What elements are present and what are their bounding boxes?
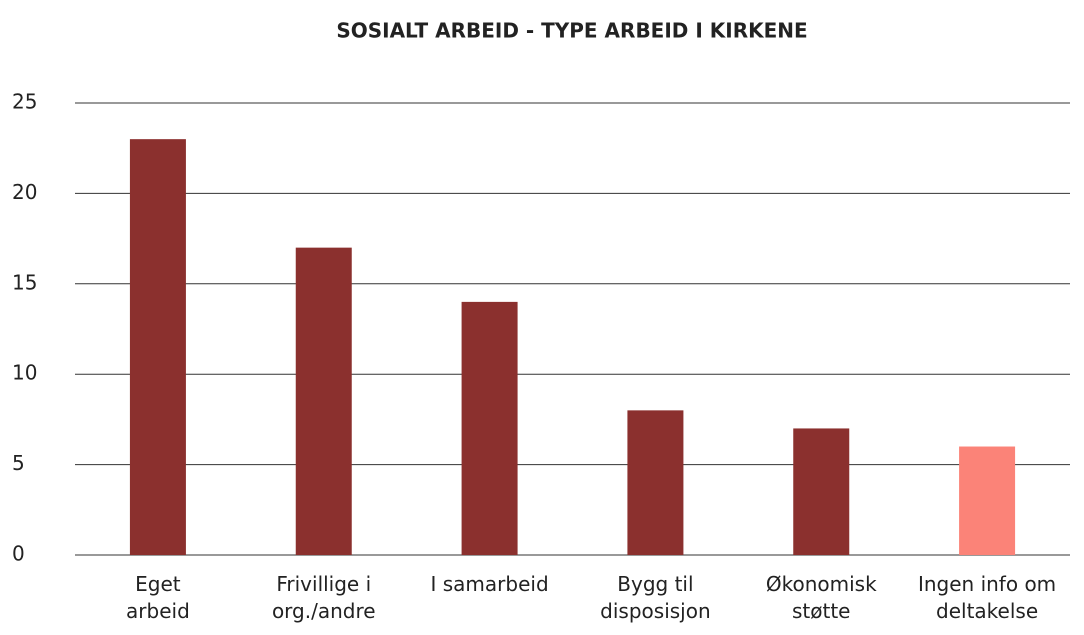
bar [793,428,850,555]
x-tick-label-line: org./andre [272,599,376,623]
x-tick-label-line: Eget [135,572,181,596]
y-tick-label: 15 [12,270,37,294]
x-tick-label: Bygg til disposisjon [600,572,710,623]
x-tick-label: Frivillige i org./andre [272,572,376,623]
bar [129,139,186,555]
x-tick-label-line: deltakelse [936,599,1038,623]
x-tick-label-line: støtte [792,599,851,623]
x-tick-label-line: Bygg til [617,572,693,596]
y-tick-label: 20 [12,180,37,204]
x-tick-label-line: I samarbeid [431,572,549,596]
y-tick-label: 5 [12,451,25,475]
bar [627,410,684,555]
x-tick-label-line: arbeid [126,599,190,623]
bar [295,247,352,555]
x-tick-label: I samarbeid [431,572,549,596]
chart-title: SOSIALT ARBEID - TYPE ARBEID I KIRKENE [336,19,807,43]
y-tick-label: 25 [12,90,37,114]
x-tick-label-line: Økonomisk [766,572,877,596]
x-tick-label: Eget arbeid [126,572,190,623]
x-tick-label-line: Ingen info om [918,572,1056,596]
x-tick-label: Økonomisk støtte [766,572,877,623]
bar [461,301,518,555]
x-tick-label-line: disposisjon [600,599,710,623]
x-tick-label-line: Frivillige i [276,572,371,596]
y-tick-label: 10 [12,361,37,385]
y-tick-label: 0 [12,542,25,566]
x-tick-label: Ingen info om deltakelse [918,572,1056,623]
bar [959,446,1016,555]
